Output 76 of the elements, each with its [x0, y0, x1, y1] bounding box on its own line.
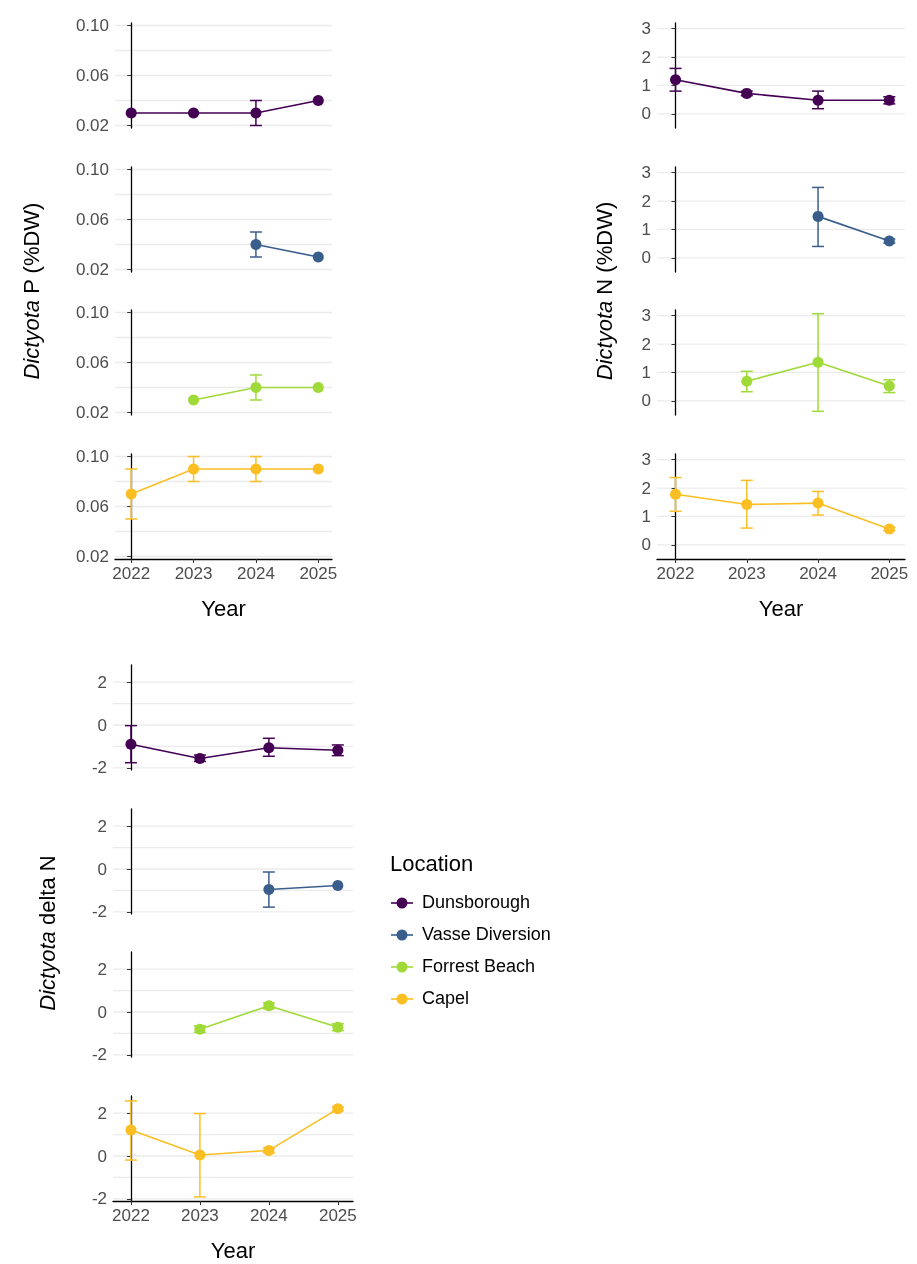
point: [812, 356, 824, 368]
point: [332, 1102, 344, 1114]
y-tick-label: 3: [641, 306, 651, 326]
y-tick-label: 2: [641, 47, 651, 67]
y-tick-label: 2: [97, 959, 107, 979]
x-tick-label: 2025: [299, 563, 338, 583]
x-tick-label: 2024: [237, 563, 275, 583]
y-tick-label: 0.06: [75, 496, 109, 516]
y-tick-label: 0: [97, 859, 107, 878]
y-tick-label: 0.02: [75, 403, 109, 422]
y-tick-label: 0.10: [75, 16, 109, 35]
legend-label: Capel: [422, 988, 470, 1010]
y-tick-label: 0: [97, 1002, 107, 1022]
x-tick-label: 2024: [249, 1205, 288, 1225]
y-axis-title: Dictyota P (%DW): [19, 202, 45, 380]
x-tick-label: 2022: [112, 563, 151, 583]
y-tick-label: 0: [641, 534, 651, 554]
y-tick-label: 3: [641, 449, 651, 469]
point: [812, 497, 824, 509]
y-tick-label: 0: [97, 1146, 107, 1165]
y-tick-label: 2: [641, 334, 651, 354]
y-tick-label: 1: [641, 362, 651, 382]
x-axis-title: Year: [758, 595, 804, 620]
x-tick-label: 2022: [656, 563, 695, 583]
x-tick-label: 2025: [870, 563, 909, 583]
x-axis-title: Year: [201, 595, 246, 620]
x-tick-label: 2023: [174, 563, 213, 583]
legend-label: Dunsborough: [422, 892, 531, 914]
y-axis-title: Dictyota N (%DW): [592, 201, 618, 380]
y-tick-label: -2: [91, 1045, 107, 1065]
y-tick-label: 0.10: [75, 159, 109, 179]
point: [741, 87, 753, 99]
point: [125, 1124, 137, 1136]
x-tick-label: 2023: [727, 563, 766, 583]
y-tick-label: 0.06: [75, 66, 109, 85]
y-tick-label: -2: [91, 1188, 107, 1208]
y-tick-label: 0.10: [75, 446, 109, 466]
y-axis-title: Dictyota delta N: [35, 855, 61, 1011]
point: [125, 738, 137, 750]
y-tick-label: 0.02: [75, 259, 109, 279]
y-tick-label: 2: [97, 1103, 107, 1123]
y-tick-label: 0: [641, 104, 651, 124]
x-tick-label: 2022: [112, 1205, 150, 1225]
y-tick-label: 0: [97, 715, 107, 735]
y-tick-label: 0: [641, 247, 651, 267]
y-tick-label: -2: [91, 758, 107, 778]
y-tick-label: 0.10: [75, 303, 109, 322]
y-tick-label: 2: [641, 478, 651, 498]
legend-label: Vasse Diversion: [422, 924, 551, 946]
point: [194, 1148, 206, 1160]
y-tick-label: 1: [641, 219, 651, 239]
x-tick-label: 2025: [318, 1205, 357, 1225]
point: [741, 375, 753, 387]
y-tick-label: 1: [641, 506, 651, 526]
y-tick-label: -2: [91, 901, 107, 921]
y-tick-label: 0: [641, 391, 651, 411]
x-tick-label: 2024: [799, 563, 837, 583]
point: [263, 742, 275, 754]
point: [741, 498, 753, 510]
y-tick-label: 1: [641, 75, 651, 95]
y-tick-label: 0.02: [75, 116, 109, 135]
point: [670, 488, 682, 500]
y-tick-label: 2: [97, 672, 107, 692]
x-tick-label: 2023: [180, 1205, 219, 1225]
y-tick-label: 3: [641, 19, 651, 39]
x-axis-title: Year: [210, 1237, 256, 1262]
legend-title: Location: [390, 850, 475, 877]
y-tick-label: 0.02: [75, 546, 109, 566]
point: [812, 94, 824, 106]
y-tick-label: 2: [97, 816, 107, 836]
y-tick-label: 3: [641, 162, 651, 182]
y-tick-label: 0.06: [75, 353, 109, 372]
point: [670, 74, 682, 86]
y-tick-label: 2: [641, 191, 651, 211]
legend-label: Forrest Beach: [422, 956, 536, 978]
y-tick-label: 0.06: [75, 209, 109, 229]
